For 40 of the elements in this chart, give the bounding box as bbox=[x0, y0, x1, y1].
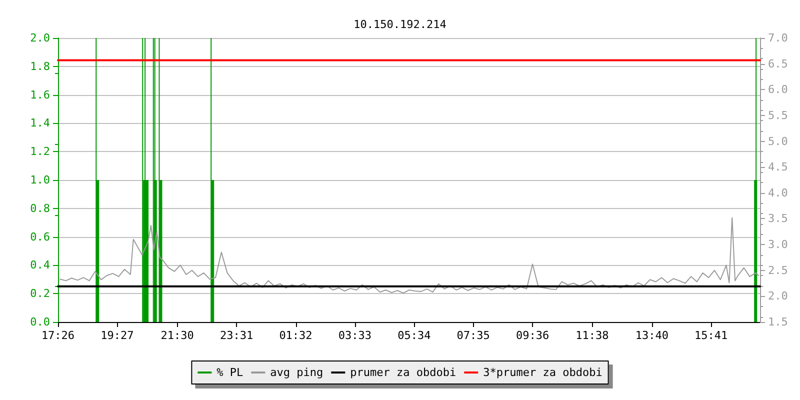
x-tick-label: 05:34 bbox=[398, 329, 432, 342]
x-tick-label: 01:32 bbox=[279, 329, 312, 342]
x-tick-label: 23:31 bbox=[220, 329, 254, 342]
y2-tick-label: 5.5 bbox=[768, 108, 788, 122]
y2-tick-label: 6.5 bbox=[768, 57, 788, 70]
y-tick-label: 2.0 bbox=[30, 32, 50, 44]
x-tick-label: 19:27 bbox=[100, 329, 134, 342]
legend-label: avg ping bbox=[270, 366, 324, 379]
y2-tick-label: 1.5 bbox=[768, 316, 788, 328]
y2-tick-label: 4.0 bbox=[768, 186, 788, 200]
y2-tick-label: 2.0 bbox=[768, 290, 788, 303]
y-tick-label: 0.6 bbox=[30, 230, 50, 244]
legend-label: 3*prumer za obdobi bbox=[483, 366, 602, 379]
y2-tick-label: 2.5 bbox=[768, 264, 788, 277]
y-tick-label: 1.2 bbox=[30, 145, 50, 158]
x-tick-label: 21:30 bbox=[160, 329, 194, 342]
legend-label: % PL bbox=[216, 366, 244, 379]
y-tick-label: 1.4 bbox=[30, 116, 50, 130]
y2-tick-label: 4.5 bbox=[768, 160, 788, 174]
y-tick-label: 1.8 bbox=[30, 60, 50, 73]
x-tick-label: 11:38 bbox=[576, 329, 609, 342]
y2-tick-label: 5.0 bbox=[768, 134, 788, 148]
y-tick-label: 0.4 bbox=[30, 258, 50, 272]
y2-tick-label: 3.0 bbox=[768, 238, 788, 252]
y2-tick-label: 6.0 bbox=[768, 83, 788, 96]
x-tick-label: 17:26 bbox=[41, 329, 75, 342]
legend-label: prumer za obdobi bbox=[350, 366, 456, 379]
y2-tick-label: 3.5 bbox=[768, 212, 788, 226]
y-tick-label: 1.6 bbox=[30, 88, 50, 102]
x-tick-label: 13:40 bbox=[635, 329, 668, 342]
x-tick-label: 07:35 bbox=[456, 329, 490, 342]
x-tick-label: 15:41 bbox=[694, 329, 728, 342]
x-tick-label: 09:36 bbox=[516, 329, 550, 342]
y-tick-label: 0.8 bbox=[30, 202, 50, 215]
x-tick-label: 03:33 bbox=[338, 329, 372, 342]
y2-tick-label: 7.0 bbox=[768, 32, 788, 44]
y-tick-label: 0.0 bbox=[30, 316, 50, 328]
y-tick-label: 1.0 bbox=[30, 174, 50, 186]
y-tick-label: 0.2 bbox=[30, 287, 50, 300]
chart-title: 10.150.192.214 bbox=[354, 18, 447, 31]
